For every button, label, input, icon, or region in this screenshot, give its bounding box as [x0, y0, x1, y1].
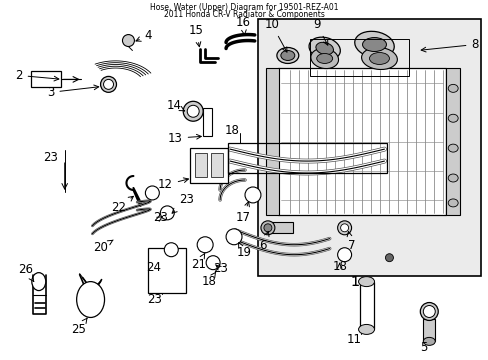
- Text: 17: 17: [235, 202, 250, 224]
- Text: 2011 Honda CR-V Radiator & Components: 2011 Honda CR-V Radiator & Components: [163, 10, 324, 19]
- Ellipse shape: [276, 48, 298, 63]
- Text: 23: 23: [146, 293, 162, 306]
- Ellipse shape: [385, 254, 393, 262]
- Ellipse shape: [225, 229, 242, 245]
- Ellipse shape: [310, 48, 338, 68]
- Text: 11: 11: [346, 333, 361, 346]
- Ellipse shape: [447, 84, 457, 92]
- Text: 12: 12: [158, 178, 188, 192]
- Ellipse shape: [197, 237, 213, 253]
- Text: 15: 15: [188, 24, 203, 47]
- Ellipse shape: [340, 224, 348, 232]
- Text: 18: 18: [331, 260, 346, 273]
- Bar: [31, 71, 61, 87]
- Bar: [359, 282, 373, 329]
- Bar: [423, 319, 434, 341]
- Ellipse shape: [183, 101, 203, 121]
- Ellipse shape: [369, 53, 388, 64]
- Ellipse shape: [206, 256, 220, 270]
- Bar: [270, 222, 292, 233]
- Bar: [190, 148, 227, 183]
- Ellipse shape: [316, 54, 332, 63]
- Text: 23: 23: [43, 150, 58, 163]
- Bar: [195, 153, 207, 177]
- Ellipse shape: [362, 37, 386, 51]
- Ellipse shape: [447, 114, 457, 122]
- Text: 7: 7: [346, 231, 355, 252]
- Bar: [446, 68, 459, 215]
- Bar: [309, 39, 408, 76]
- Ellipse shape: [358, 276, 374, 287]
- Text: 19: 19: [236, 243, 251, 259]
- Text: 25: 25: [71, 318, 87, 336]
- Text: 23: 23: [153, 211, 167, 224]
- Ellipse shape: [447, 199, 457, 207]
- Ellipse shape: [361, 48, 397, 69]
- Text: 18: 18: [201, 272, 216, 288]
- Text: 13: 13: [167, 132, 201, 145]
- Bar: [227, 143, 386, 173]
- Text: 20: 20: [93, 240, 113, 254]
- Bar: [148, 248, 186, 293]
- Text: 22: 22: [111, 196, 133, 215]
- Ellipse shape: [308, 37, 340, 60]
- Ellipse shape: [423, 306, 434, 318]
- Ellipse shape: [160, 206, 174, 220]
- Text: 14: 14: [166, 99, 184, 112]
- Text: 9: 9: [312, 18, 327, 45]
- Ellipse shape: [261, 221, 274, 235]
- Bar: [265, 68, 278, 215]
- Ellipse shape: [337, 221, 351, 235]
- Text: 23: 23: [172, 193, 193, 213]
- Ellipse shape: [420, 302, 437, 320]
- Text: 16: 16: [235, 16, 250, 35]
- Ellipse shape: [337, 248, 351, 262]
- Text: 23: 23: [212, 262, 227, 275]
- Ellipse shape: [77, 282, 104, 318]
- Text: 5: 5: [420, 341, 427, 354]
- Text: 2: 2: [15, 69, 59, 82]
- Ellipse shape: [354, 31, 393, 58]
- Bar: [258, 19, 480, 276]
- Ellipse shape: [447, 144, 457, 152]
- Ellipse shape: [244, 187, 261, 203]
- Ellipse shape: [280, 50, 294, 60]
- Ellipse shape: [315, 42, 333, 55]
- Text: 10: 10: [264, 18, 286, 52]
- Ellipse shape: [447, 174, 457, 182]
- Text: 1: 1: [349, 275, 358, 289]
- Ellipse shape: [264, 224, 271, 232]
- Bar: [203, 108, 212, 136]
- Text: 24: 24: [145, 261, 161, 274]
- Ellipse shape: [122, 35, 134, 46]
- Bar: [211, 153, 223, 177]
- Text: 26: 26: [19, 263, 34, 282]
- Text: 3: 3: [47, 85, 99, 99]
- Text: 6: 6: [259, 231, 268, 252]
- Text: 21: 21: [190, 253, 205, 271]
- Ellipse shape: [145, 186, 159, 200]
- Text: 4: 4: [136, 29, 152, 42]
- Ellipse shape: [423, 337, 434, 345]
- Ellipse shape: [32, 273, 46, 291]
- Text: Hose, Water (Upper) Diagram for 19501-REZ-A01: Hose, Water (Upper) Diagram for 19501-RE…: [149, 3, 338, 12]
- Text: 18: 18: [224, 124, 239, 137]
- Bar: [277, 68, 446, 215]
- Text: 1: 1: [349, 275, 358, 289]
- Ellipse shape: [164, 243, 178, 257]
- Ellipse shape: [358, 324, 374, 334]
- Ellipse shape: [101, 76, 116, 92]
- Text: 8: 8: [420, 38, 478, 52]
- Ellipse shape: [103, 80, 113, 89]
- Ellipse shape: [187, 105, 199, 117]
